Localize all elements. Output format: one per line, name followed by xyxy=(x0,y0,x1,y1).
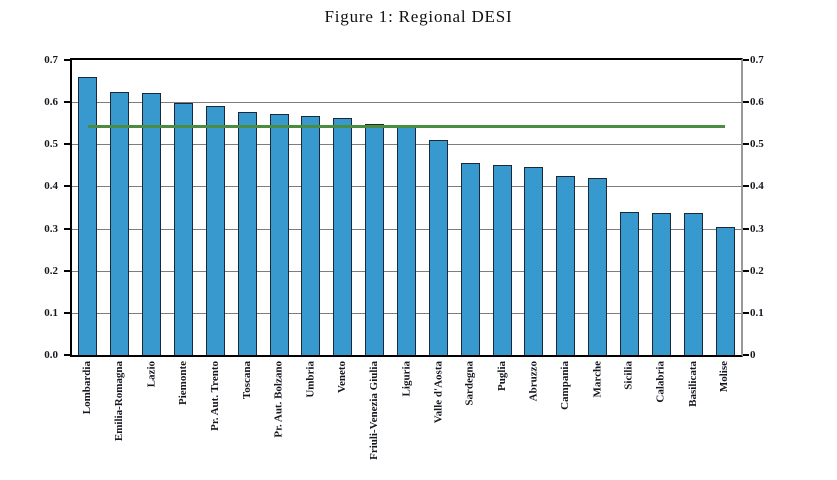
bar-campania xyxy=(556,176,576,355)
x-label-friuli-venezia-giulia: Friuli-Venezia Giulia xyxy=(368,361,381,460)
bar-lazio xyxy=(142,92,162,355)
bar-sicilia xyxy=(620,211,639,355)
y-tick-label-right-0.0: 0 xyxy=(750,349,756,361)
y-tick-label-left-0.4: 0.4 xyxy=(44,180,58,193)
y-tick-right-0.3 xyxy=(743,227,749,230)
bar-pr-aut-bolzano xyxy=(269,113,289,355)
bar-pr-aut-trento xyxy=(205,105,225,355)
y-tick-left-0.5 xyxy=(64,143,70,146)
x-label-sardegna: Sardegna xyxy=(463,361,476,406)
y-tick-label-left-0.3: 0.3 xyxy=(44,222,58,235)
x-label-marche: Marche xyxy=(591,361,604,398)
y-tick-right-0.0 xyxy=(743,354,749,356)
y-tick-label-left-0.1: 0.1 xyxy=(44,306,58,319)
y-tick-right-0.7 xyxy=(743,59,749,61)
bar-umbria xyxy=(301,116,321,355)
y-tick-right-0.4 xyxy=(743,185,749,188)
x-label-veneto: Veneto xyxy=(336,361,349,393)
bar-lombardia xyxy=(78,76,98,355)
y-tick-left-0.4 xyxy=(64,185,70,188)
x-label-campania: Campania xyxy=(559,361,572,410)
y-tick-label-right-0.6: 0.6 xyxy=(750,96,764,109)
x-label-molise: Molise xyxy=(718,361,731,393)
x-label-emilia-romagna: Emilia-Romagna xyxy=(113,361,126,442)
figure-title: Figure 1: Regional DESI xyxy=(324,7,513,26)
y-tick-left-0.7 xyxy=(64,59,70,61)
bar-emilia-romagna xyxy=(110,91,130,355)
y-tick-left-0.0 xyxy=(64,354,70,356)
gridline-0.6 xyxy=(72,102,741,104)
x-label-puglia: Puglia xyxy=(495,361,508,391)
x-label-lazio: Lazio xyxy=(145,361,158,388)
y-tick-label-right-0.4: 0.4 xyxy=(750,180,764,193)
y-tick-label-right-0.2: 0.2 xyxy=(750,264,764,277)
y-tick-left-0.3 xyxy=(64,227,70,230)
x-label-lombardia: Lombardia xyxy=(81,361,94,415)
y-tick-left-0.1 xyxy=(64,311,70,314)
bar-friuli-venezia-giulia xyxy=(365,123,385,355)
x-label-valle-d-aosta: Valle d'Aosta xyxy=(431,361,444,424)
y-tick-label-left-0.2: 0.2 xyxy=(44,264,58,277)
bar-basilicata xyxy=(683,213,703,355)
x-label-pr-aut-trento: Pr. Aut. Trento xyxy=(208,361,221,431)
x-label-abruzzo: Abruzzo xyxy=(527,361,540,402)
y-tick-right-0.1 xyxy=(743,311,749,314)
national-average-line xyxy=(87,125,726,129)
bar-veneto xyxy=(333,118,353,355)
bar-calabria xyxy=(651,212,671,355)
y-tick-label-right-0.7: 0.7 xyxy=(750,54,764,66)
plot-area xyxy=(64,58,749,357)
y-tick-right-0.6 xyxy=(743,101,749,104)
y-tick-right-0.2 xyxy=(743,269,749,272)
bar-toscana xyxy=(237,112,257,355)
bar-marche xyxy=(588,177,608,355)
x-label-liguria: Liguria xyxy=(400,361,412,397)
x-label-sicilia: Sicilia xyxy=(623,361,635,390)
bar-valle-d-aosta xyxy=(428,140,448,355)
y-tick-left-0.6 xyxy=(64,101,70,104)
bar-molise xyxy=(715,226,735,355)
y-tick-label-left-0.0: 0.0 xyxy=(44,349,58,361)
bar-liguria xyxy=(397,124,416,355)
x-label-toscana: Toscana xyxy=(240,361,253,400)
y-tick-left-0.2 xyxy=(64,269,70,272)
x-label-piemonte: Piemonte xyxy=(177,361,189,405)
y-tick-label-right-0.1: 0.1 xyxy=(750,306,764,319)
y-tick-label-left-0.7: 0.7 xyxy=(44,54,58,66)
y-tick-label-right-0.3: 0.3 xyxy=(750,222,764,235)
bar-sardegna xyxy=(460,163,480,355)
bar-abruzzo xyxy=(524,166,544,355)
y-tick-label-right-0.5: 0.5 xyxy=(750,138,764,151)
y-tick-label-left-0.5: 0.5 xyxy=(44,138,58,151)
x-label-pr-aut-bolzano: Pr. Aut. Bolzano xyxy=(272,361,285,438)
y-tick-label-left-0.6: 0.6 xyxy=(44,96,58,109)
x-label-umbria: Umbria xyxy=(304,361,317,398)
bar-piemonte xyxy=(174,103,193,355)
y-tick-right-0.5 xyxy=(743,143,749,146)
x-label-calabria: Calabria xyxy=(654,361,667,403)
x-label-basilicata: Basilicata xyxy=(686,361,699,407)
bar-puglia xyxy=(492,164,512,355)
